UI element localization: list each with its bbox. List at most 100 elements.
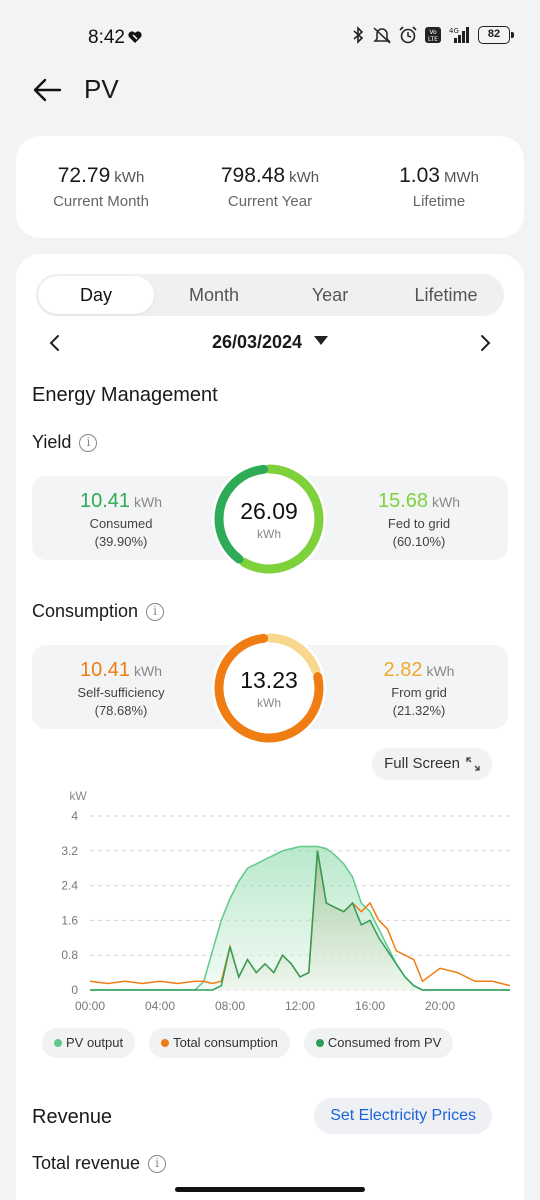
y-axis-unit: kW xyxy=(69,789,87,803)
svg-text:LTE: LTE xyxy=(428,36,438,43)
app-header: PV xyxy=(0,70,540,110)
consumption-grid-pct: (21.32%) xyxy=(392,703,446,718)
consumption-ring-self-arc xyxy=(214,633,324,743)
summary-value: 798.48 xyxy=(220,164,286,187)
volte-icon: Vo LTE xyxy=(425,27,441,43)
consumption-box: 10.41 kWh Self-sufficiency (78.68%) 13.23… xyxy=(32,631,508,745)
set-electricity-prices-button[interactable]: Set Electricity Prices xyxy=(314,1098,492,1134)
yield-consumed-label: Consumed xyxy=(89,516,153,531)
yield-ring-chart xyxy=(212,462,326,576)
x-tick-label: 04:00 xyxy=(145,999,175,1013)
legend-label: Consumed from PV xyxy=(327,1035,442,1050)
signal-heart-icon xyxy=(128,31,142,43)
chart-legend: PV output Total consumption Consumed fro… xyxy=(42,1028,454,1058)
cell-signal-icon: 4G xyxy=(449,27,469,43)
consumption-self-value: 10.41 xyxy=(79,659,131,681)
consumption-grid-value: 2.82 xyxy=(383,659,423,681)
y-tick-label: 1.6 xyxy=(61,913,78,927)
period-tabs: Day Month Year Lifetime xyxy=(36,274,504,316)
home-indicator xyxy=(175,1187,365,1192)
legend-label: Total consumption xyxy=(173,1035,278,1050)
alarm-icon xyxy=(399,26,417,44)
svg-text:Vo: Vo xyxy=(429,29,437,36)
total-revenue-title: Total revenue i xyxy=(32,1153,167,1174)
back-arrow-icon[interactable] xyxy=(32,75,62,105)
summary-unit: kWh xyxy=(289,169,320,186)
summary-current-year: 798.48 kWh Current Year xyxy=(185,164,355,210)
consumption-grid: 2.82 kWh From grid (21.32%) xyxy=(334,659,504,718)
summary-unit: kWh xyxy=(114,169,145,186)
y-tick-label: 4 xyxy=(71,809,78,823)
yield-consumed-value: 10.41 xyxy=(79,490,131,512)
tab-day[interactable]: Day xyxy=(38,276,154,314)
info-icon[interactable]: i xyxy=(148,1154,167,1173)
summary-lifetime: 1.03 MWh Lifetime xyxy=(354,164,524,210)
consumption-self-pct: (78.68%) xyxy=(94,703,148,718)
summary-label: Current Year xyxy=(227,193,313,210)
y-tick-label: 2.4 xyxy=(61,879,78,893)
caret-down-icon xyxy=(314,336,329,345)
power-chart: kW 0 0.8 1.6 2.4 3.2 4 00:00 04:00 08:00 12:00 16:0… xyxy=(61,789,511,1013)
date-value: 26/03/2024 xyxy=(211,332,303,352)
legend-label: PV output xyxy=(66,1035,124,1050)
consumption-ring-grid-arc xyxy=(214,633,324,743)
yield-ring-fed-arc xyxy=(214,464,324,574)
info-icon[interactable]: i xyxy=(146,602,165,621)
status-time: 8:42 xyxy=(88,27,125,48)
x-tick-label: 00:00 xyxy=(75,999,105,1013)
consumption-total-unit: kWh xyxy=(257,696,281,710)
y-tick-label: 0.8 xyxy=(61,948,78,962)
summary-label: Lifetime xyxy=(412,193,466,210)
info-icon[interactable]: i xyxy=(79,433,98,452)
consumption-grid-label: From grid xyxy=(391,685,447,700)
yield-fed: 15.68 kWh Fed to grid (60.10%) xyxy=(334,490,504,549)
full-screen-button[interactable]: Full Screen xyxy=(372,748,492,780)
legend-dot xyxy=(315,1039,324,1047)
main-card: Day Month Year Lifetime 26/03/2024 Energ… xyxy=(16,254,524,1200)
yield-box: 10.41 kWh Consumed (39.90%) 26.09 kWh 15.… xyxy=(32,462,508,576)
summary-current-month: 72.79 kWh Current Month xyxy=(16,164,186,210)
yield-label: Yield xyxy=(32,432,72,452)
yield-consumed: 10.41 kWh Consumed (39.90%) xyxy=(36,490,206,549)
legend-consumed-from-pv[interactable]: Consumed from PV xyxy=(303,1028,454,1058)
yield-title: Yield i xyxy=(32,432,98,453)
consumed-from-pv-line xyxy=(90,850,510,991)
consumption-center: 13.23 kWh xyxy=(210,667,328,710)
summary-label: Current Month xyxy=(53,193,149,210)
tab-lifetime[interactable]: Lifetime xyxy=(414,285,478,305)
tab-month[interactable]: Month xyxy=(188,285,240,305)
y-tick-label: 0 xyxy=(71,983,78,997)
yield-center: 26.09 kWh xyxy=(210,498,328,541)
x-tick-label: 20:00 xyxy=(425,999,455,1013)
yield-ring-consumed-arc xyxy=(214,464,324,574)
mute-icon xyxy=(373,27,391,44)
date-picker[interactable]: 26/03/2024 xyxy=(36,332,504,353)
yield-consumed-pct: (39.90%) xyxy=(94,534,148,549)
status-icons: Vo LTE 4G 82 xyxy=(350,26,514,44)
legend-dot xyxy=(161,1039,170,1047)
yield-fed-unit: kWh xyxy=(432,494,461,510)
expand-icon xyxy=(466,757,480,771)
consumption-grid-unit: kWh xyxy=(426,663,455,679)
consumption-ring-chart xyxy=(212,631,326,745)
legend-pv-output[interactable]: PV output xyxy=(42,1028,136,1058)
tab-year[interactable]: Year xyxy=(311,285,349,305)
summary-unit: MWh xyxy=(443,169,479,186)
yield-consumed-unit: kWh xyxy=(134,494,163,510)
summary-value: 1.03 xyxy=(399,164,440,187)
summary-value: 72.79 xyxy=(57,164,111,187)
legend-total-consumption[interactable]: Total consumption xyxy=(149,1028,290,1058)
consumption-label: Consumption xyxy=(32,601,139,621)
pv-output-area xyxy=(90,846,510,990)
consumption-self: 10.41 kWh Self-sufficiency (78.68%) xyxy=(36,659,206,718)
bluetooth-icon xyxy=(353,26,364,44)
yield-fed-label: Fed to grid xyxy=(387,516,451,531)
page-title: PV xyxy=(84,74,119,104)
chevron-right-icon[interactable] xyxy=(476,334,494,352)
energy-management-title: Energy Management xyxy=(32,384,218,406)
consumption-self-label: Self-sufficiency xyxy=(77,685,165,700)
chevron-left-icon[interactable] xyxy=(46,334,64,352)
consumption-total: 13.23 xyxy=(240,667,298,693)
revenue-title: Revenue xyxy=(32,1106,113,1128)
summary-card: 72.79 kWh Current Month 798.48 kWh Current… xyxy=(16,136,524,238)
